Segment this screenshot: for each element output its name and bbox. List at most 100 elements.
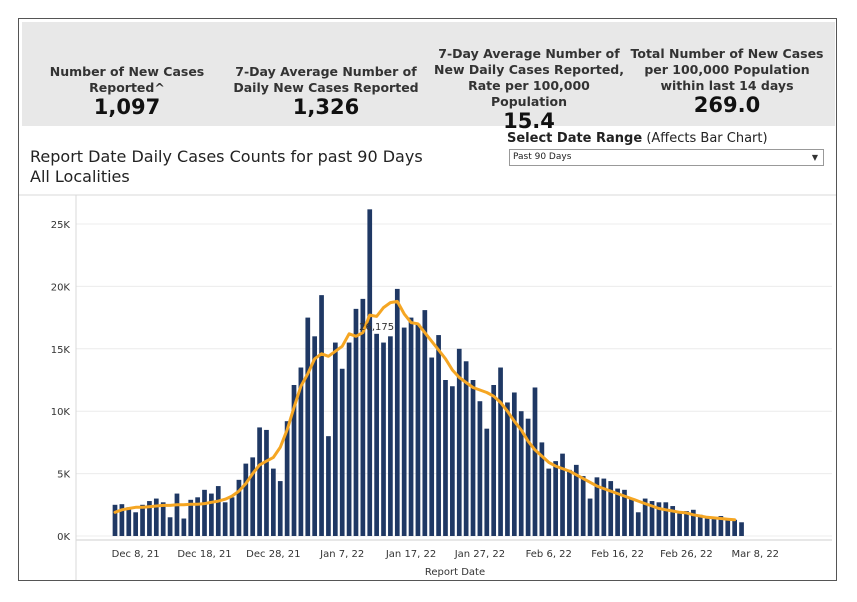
bar (264, 429, 269, 536)
bar (126, 507, 132, 536)
y-tick-label: 15K (51, 345, 71, 356)
bar (133, 512, 139, 536)
x-tick-label: Dec 8, 21 (112, 549, 160, 560)
bar (539, 442, 545, 536)
bar (484, 428, 490, 536)
bar (443, 380, 448, 536)
bar (567, 469, 572, 536)
bar (532, 387, 538, 536)
bar (525, 418, 531, 536)
x-tick-label: Jan 7, 22 (319, 549, 364, 560)
x-tick-label: Dec 18, 21 (177, 549, 231, 560)
bar (546, 468, 552, 536)
bar (560, 453, 565, 536)
bar (422, 310, 428, 536)
bar (215, 486, 221, 536)
bar (594, 477, 600, 536)
bar (622, 489, 627, 536)
kpi-seven-day-average: 7-Day Average Number of Daily New Cases … (226, 22, 426, 118)
x-tick-label: Feb 6, 22 (526, 549, 572, 560)
bar (394, 288, 400, 536)
y-tick-label: 25K (51, 220, 71, 231)
date-range-label-bold: Select Date Range (507, 131, 643, 146)
bar (649, 501, 655, 536)
x-axis-title: Report Date (425, 567, 485, 578)
kpi-label: Number of New Cases Reported^ (49, 64, 205, 95)
bars-layer (112, 209, 744, 536)
bar (360, 298, 366, 536)
bar (250, 457, 256, 536)
bar (553, 461, 558, 536)
bar (257, 427, 262, 536)
bar (456, 348, 462, 536)
bar (271, 468, 276, 536)
chart-title-line1: Report Date Daily Cases Counts for past … (30, 147, 423, 166)
bar (174, 493, 180, 536)
bar (284, 421, 290, 536)
kpi-value: 1,326 (292, 95, 360, 119)
seven-day-average-line (113, 299, 737, 522)
bar (601, 478, 607, 536)
x-tick-label: Feb 26, 22 (660, 549, 713, 560)
bar (677, 513, 682, 536)
kpi-label: 7-Day Average Number of Daily New Cases … (233, 64, 419, 95)
bar (684, 511, 689, 536)
bar (697, 514, 703, 536)
line-layer (113, 299, 737, 522)
bar (580, 476, 586, 536)
bar (739, 522, 744, 536)
bar (463, 361, 469, 536)
bar (160, 502, 166, 536)
x-tick-label: Jan 27, 22 (454, 549, 505, 560)
bar (511, 392, 517, 536)
chart-title-line2: All Localities (30, 167, 130, 186)
bar (477, 401, 483, 536)
x-tick-label: Feb 16, 22 (591, 549, 644, 560)
bar (277, 481, 283, 536)
kpi-value: 1,097 (93, 95, 161, 119)
bar (401, 327, 407, 536)
bar (202, 489, 207, 536)
bar (573, 464, 579, 536)
kpi-new-cases: Number of New Cases Reported^ 1,097 (27, 22, 227, 118)
kpi-label: 7-Day Average Number of New Daily Cases … (434, 46, 624, 109)
bar (498, 367, 503, 536)
x-tick-layer: Dec 8, 21 Dec 18, 21 Dec 28, 21 Jan 7, 22 Ja… (112, 549, 779, 560)
bar (615, 488, 620, 536)
bar (167, 517, 173, 536)
chevron-down-icon[interactable]: ▼ (811, 153, 818, 162)
bar (732, 519, 737, 536)
bar (119, 504, 125, 536)
bar (147, 501, 152, 536)
bar (388, 336, 393, 536)
bar (642, 498, 648, 536)
bar (243, 463, 249, 536)
bar (229, 497, 235, 536)
bar (112, 504, 118, 536)
y-tick-label: 20K (51, 282, 71, 293)
bar (663, 502, 669, 536)
bar (587, 498, 593, 536)
bar (346, 342, 352, 536)
peak-annotation: 26,175 (359, 322, 394, 333)
bar (181, 518, 187, 536)
y-tick-label: 5K (57, 470, 70, 481)
bar (140, 504, 145, 536)
bar (326, 436, 331, 536)
date-range-select[interactable]: Past 90 Days ▼ (509, 149, 824, 166)
bar (236, 479, 242, 536)
kpi-seven-day-rate: 7-Day Average Number of New Daily Cases … (434, 22, 624, 132)
date-range-label-note: (Affects Bar Chart) (646, 131, 768, 146)
bar (353, 308, 359, 536)
bar (656, 502, 662, 536)
bar (711, 518, 717, 536)
bar (367, 209, 373, 536)
bar (450, 386, 455, 536)
bar (670, 506, 676, 536)
bar (305, 317, 311, 536)
x-tick-label: Dec 28, 21 (246, 549, 300, 560)
bar (408, 317, 414, 536)
bar (209, 493, 214, 536)
bar (291, 384, 297, 536)
